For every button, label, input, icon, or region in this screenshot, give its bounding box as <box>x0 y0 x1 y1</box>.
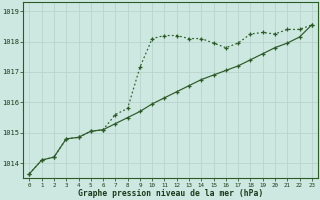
X-axis label: Graphe pression niveau de la mer (hPa): Graphe pression niveau de la mer (hPa) <box>78 189 263 198</box>
